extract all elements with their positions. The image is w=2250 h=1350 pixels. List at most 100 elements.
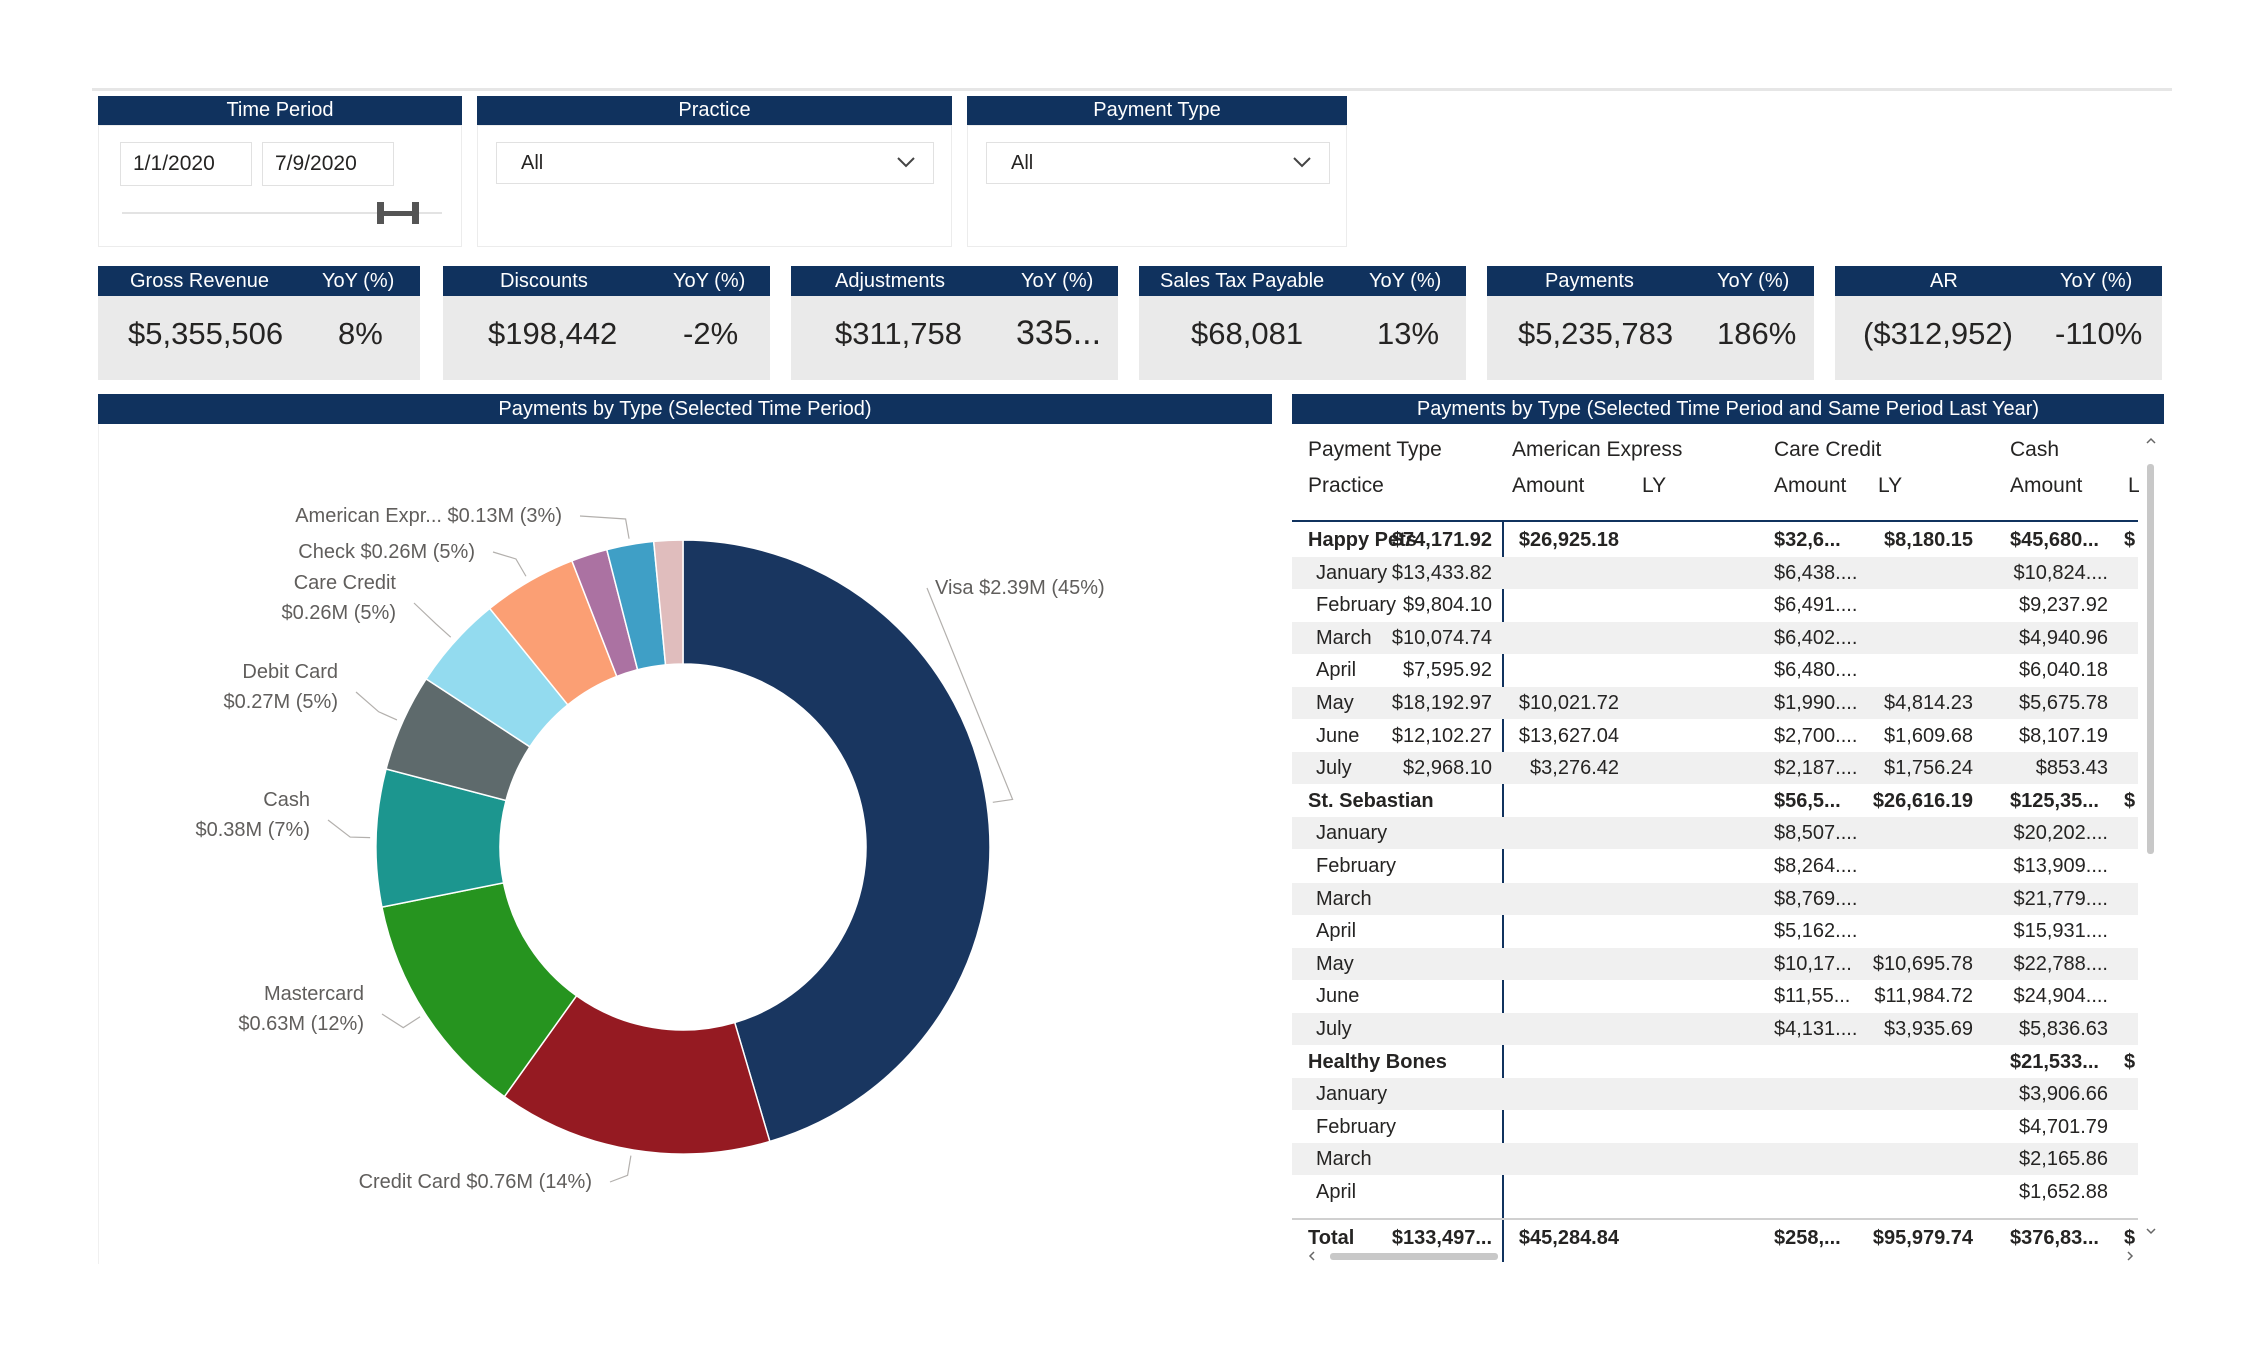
header-amex-amount[interactable]: Amount [1512,474,1585,497]
table-row[interactable]: May $10,17... $10,695.78 $22,788.... [1292,947,2138,980]
header-care-credit[interactable]: Care Credit [1774,438,1882,461]
kpi-label: Discounts [500,270,588,292]
table-cell: $5,836.63 [2019,1018,2108,1040]
kpi-card-header: AR YoY (%) [1835,266,2162,296]
date-range-handle[interactable] [375,198,421,233]
kpi-yoy-label: YoY (%) [1717,270,1790,292]
scroll-down-icon[interactable] [2144,1224,2158,1238]
table-row[interactable]: February $9,804.10 $6,491.... $9,237.92 [1292,589,2138,621]
row-label: July [1316,1018,1352,1040]
table-row[interactable]: April $1,652.88 [1292,1176,2138,1208]
table-row[interactable]: March $10,074.74 $6,402.... $4,940.96 [1292,621,2138,654]
slice-visa[interactable] [682,539,991,1143]
kpi-yoy-value: 186% [1717,316,1797,351]
table-cell: $10,021.72 [1518,692,1619,714]
end-date-input[interactable]: 7/9/2020 [262,142,394,186]
group-row[interactable]: Healthy Bones $21,533... $ [1292,1046,2138,1078]
kpi-yoy-label: YoY (%) [322,270,395,292]
table-cell: $45,284.84 [1518,1227,1619,1249]
table-cell: $10,17... [1774,952,1852,975]
table-row[interactable]: January $13,433.82 $6,438.... $10,824.... [1292,556,2138,589]
payment-type-dropdown[interactable]: All [986,142,1330,184]
practice-title: Practice [678,99,751,121]
table-cell: $13,909.... [2013,855,2108,877]
table-cell: $258,... [1774,1227,1841,1249]
table-row[interactable]: June $12,102.27 $13,627.04 $2,700.... $1,609… [1292,720,2138,752]
table-cell: $4,701.79 [2019,1115,2108,1138]
payment-type-title: Payment Type [1093,99,1221,121]
table-row[interactable]: June $11,55... $11,984.72 $24,904.... [1292,980,2138,1012]
table-cell: $3,906.66 [2019,1083,2108,1106]
slice-other-2[interactable] [652,539,684,666]
start-date-input[interactable]: 1/1/2020 [120,142,252,186]
row-label: February [1316,594,1397,617]
table-row[interactable]: January $3,906.66 [1292,1078,2138,1111]
table-cell: $376,83... [2010,1227,2099,1249]
table-cell: $20,202.... [2013,822,2108,845]
vertical-scroll-thumb[interactable] [2147,464,2154,854]
horizontal-scroll-thumb[interactable] [1330,1253,1498,1260]
table-cell: $4,814.23 [1884,692,1973,714]
table-cell: $5,675.78 [2019,692,2108,714]
table-cell: $6,040.18 [2019,659,2108,682]
data-label: Care Credit [294,572,397,594]
table-cell: $21,533... [2010,1050,2099,1073]
table-row[interactable]: February $8,264.... $13,909.... [1292,850,2138,882]
practice-selected: All [521,152,544,174]
scroll-up-icon[interactable] [2144,434,2158,448]
header-amex-ly[interactable]: LY [1642,474,1667,497]
table-row[interactable]: March $2,165.86 [1292,1143,2138,1176]
horizontal-scrollbar[interactable] [1306,1250,2136,1262]
table-row[interactable]: January $8,507.... $20,202.... [1292,817,2138,850]
group-row[interactable]: St. Sebastian $56,5... $26,616.19 $125,35..… [1292,785,2138,817]
matrix-column-header: Payment Type American Express Care Credi… [1292,424,2140,520]
vertical-scrollbar[interactable] [2144,424,2158,1254]
leader-line [381,1013,421,1029]
table-row[interactable]: April $7,595.92 $6,480.... $6,040.18 [1292,654,2138,686]
kpi-card-header: Adjustments YoY (%) [791,266,1118,296]
table-cell: $6,402.... [1774,626,1858,649]
table-row[interactable]: March $8,769.... $21,779.... [1292,882,2138,915]
header-cash[interactable]: Cash [2010,438,2060,461]
table-cell: $13,433.82 [1391,561,1492,584]
header-underline [1292,520,2138,522]
kpi-card-header: Gross Revenue YoY (%) [98,266,420,296]
table-cell: $8,769.... [1774,887,1858,910]
table-cell: $8,507.... [1774,822,1858,845]
header-cash-ly[interactable]: L [2128,474,2140,497]
table-cell: $125,35... [2010,789,2099,812]
table-cell: $45,680... [2010,529,2099,551]
group-row[interactable]: Happy Pets $74,171.92 $26,925.18 $32,6... $8… [1292,524,2138,556]
table-cell: $133,497... [1391,1227,1492,1249]
kpi-card-header: Discounts YoY (%) [443,266,770,296]
table-row[interactable]: May $18,192.97 $10,021.72 $1,990.... $4,814.… [1292,687,2138,719]
table-row[interactable]: July $2,968.10 $3,276.42 $2,187.... $1,756.2… [1292,752,2138,785]
header-american-express[interactable]: American Express [1512,438,1683,461]
data-label: American Expr... $0.13M (3%) [295,505,562,527]
table-row[interactable]: February $4,701.79 [1292,1111,2138,1143]
kpi-value: ($312,952) [1863,316,2013,351]
row-label: June [1316,985,1360,1008]
kpi-value: $5,235,783 [1518,316,1674,351]
group-label: St. Sebastian [1308,789,1434,812]
slice-credit-card[interactable] [503,994,771,1155]
table-cell: $10,824.... [2013,561,2108,584]
scroll-right-icon[interactable] [2124,1250,2136,1262]
donut-chart-header: Payments by Type (Selected Time Period) [98,394,1272,424]
practice-dropdown[interactable]: All [496,142,934,184]
kpi-yoy-value: 335... [1016,314,1102,352]
table-cell: $4,940.96 [2019,626,2108,649]
table-row[interactable]: April $5,162.... $15,931.... [1292,915,2138,947]
data-label: $0.38M (7%) [196,819,311,841]
kpi-card-header: Payments YoY (%) [1487,266,1814,296]
row-label: March [1316,626,1372,649]
row-label: February [1316,1115,1397,1138]
header-cash-amount[interactable]: Amount [2010,474,2083,497]
row-label: June [1316,724,1360,747]
header-care-ly[interactable]: LY [1878,474,1903,497]
table-row[interactable]: July $4,131.... $3,935.69 $5,836.63 [1292,1013,2138,1045]
scroll-left-icon[interactable] [1306,1250,1318,1262]
table-cell: $26,925.18 [1518,529,1619,551]
header-care-amount[interactable]: Amount [1774,474,1847,497]
table-cell: $15,931.... [2013,920,2108,943]
